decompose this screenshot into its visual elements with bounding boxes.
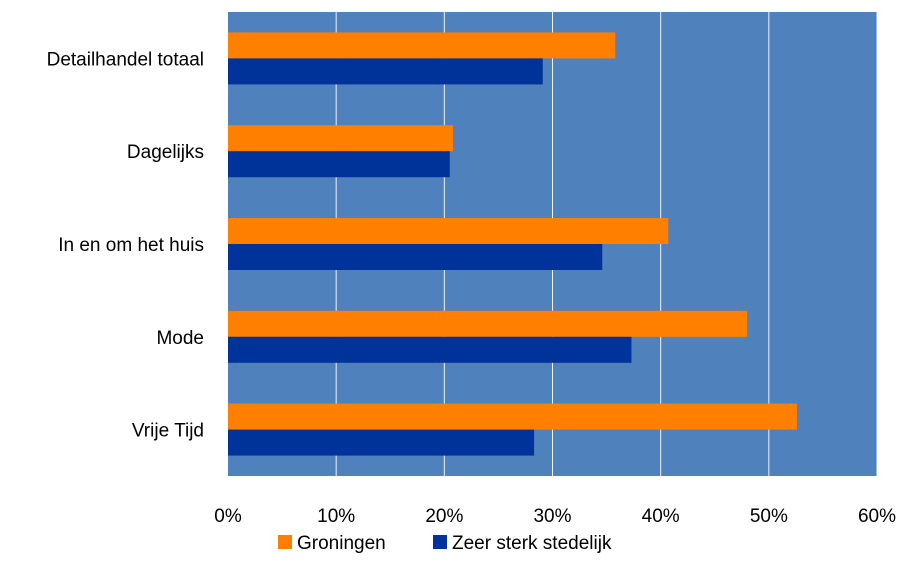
x-tick-label: 60% — [858, 506, 896, 527]
x-tick-label: 40% — [642, 506, 680, 527]
bars — [228, 32, 797, 456]
bar-zeer-sterk-stedelijk-0 — [228, 58, 543, 85]
category-label: Dagelijks — [127, 142, 204, 163]
x-tick-label: 10% — [317, 506, 355, 527]
x-tick-labels: 0% 10% 20% 30% 40% 50% 60% — [214, 506, 896, 527]
bar-zeer-sterk-stedelijk-4 — [228, 429, 535, 456]
x-tick-label: 20% — [425, 506, 463, 527]
category-label: In en om het huis — [58, 235, 204, 256]
bar-groningen-0 — [228, 32, 616, 59]
bar-groningen-4 — [228, 403, 797, 430]
category-label: Mode — [156, 328, 204, 349]
bar-zeer-sterk-stedelijk-2 — [228, 244, 603, 270]
x-tick-label: 0% — [214, 506, 242, 527]
category-labels: Detailhandel totaal Dagelijks In en om het… — [47, 49, 204, 441]
legend-swatch-groningen — [278, 535, 292, 549]
legend-swatch-zeer-sterk-stedelijk — [433, 535, 447, 549]
bar-groningen-3 — [228, 310, 748, 337]
legend-label-zeer-sterk-stedelijk: Zeer sterk stedelijk — [452, 533, 612, 554]
category-label: Vrije Tijd — [132, 421, 204, 442]
x-tick-label: 50% — [750, 506, 788, 527]
x-tick-label: 30% — [533, 506, 571, 527]
bar-zeer-sterk-stedelijk-1 — [228, 151, 450, 178]
bar-groningen-2 — [228, 218, 669, 244]
category-label: Detailhandel totaal — [47, 49, 204, 70]
legend: Groningen Zeer sterk stedelijk — [278, 533, 612, 554]
bar-zeer-sterk-stedelijk-3 — [228, 336, 632, 363]
legend-label-groningen: Groningen — [297, 533, 386, 554]
bar-groningen-1 — [228, 125, 453, 152]
